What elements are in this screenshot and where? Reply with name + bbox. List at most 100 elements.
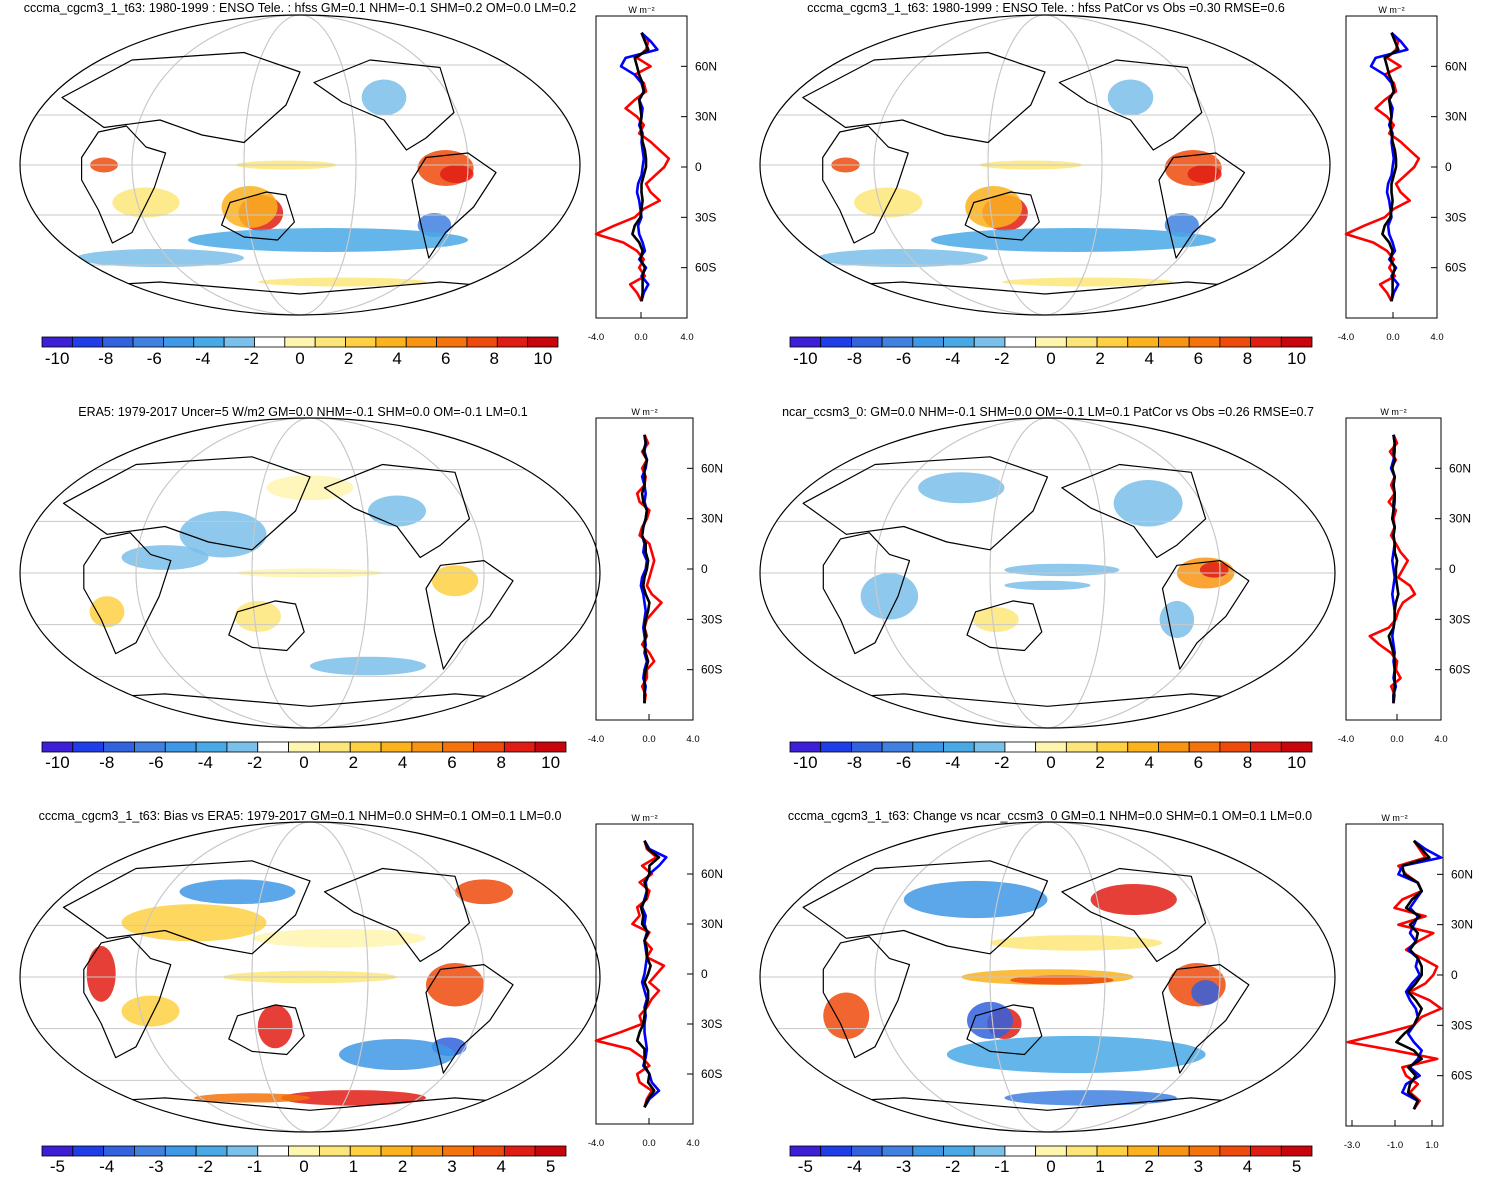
map-area: [20, 418, 600, 728]
panel-3: ERA5: 1979-2017 Uncer=5 W/m2 GM=0.0 NHM=…: [19, 405, 723, 772]
colorbar-label: -8: [847, 753, 862, 772]
colorbar-label: 2: [344, 349, 353, 368]
profile-lat-label: 60N: [1449, 461, 1471, 475]
profile-x-label: 0.0: [634, 332, 647, 343]
anomaly-patch: [179, 511, 267, 558]
colorbar-box: [164, 741, 197, 753]
profile-lat-label: 30S: [1451, 1018, 1472, 1032]
profile-unit: W m⁻²: [1380, 407, 1406, 417]
panel-6: cccma_cgcm3_1_t63: Change vs ncar_ccsm3_…: [759, 809, 1473, 1176]
profile-x-label: 0.0: [1390, 734, 1403, 745]
colorbar-box: [349, 1145, 382, 1157]
map-border: [19, 14, 581, 316]
colorbar-label: 4: [497, 1157, 506, 1176]
colorbar-label: -4: [99, 1157, 114, 1176]
colorbar-box: [257, 1145, 289, 1157]
colorbar-label: 4: [1145, 349, 1154, 368]
colorbar-label: -4: [847, 1157, 862, 1176]
profile-lat-label: 60S: [701, 1067, 722, 1081]
profile-x-label: -4.0: [588, 1138, 604, 1149]
anomaly-patch: [221, 186, 278, 228]
profile-x-label: 4.0: [680, 332, 693, 343]
coastline-australia: [966, 600, 1043, 652]
anomaly-patch: [252, 928, 426, 948]
coastline-eurasia: [61, 51, 301, 144]
colorbar-box: [881, 336, 914, 348]
colorbar: -10 -8 -6 -4 -2 0 2 4 6 8 10: [789, 741, 1313, 772]
profile-unit: W m⁻²: [631, 407, 657, 417]
profile-x-label: -4.0: [1338, 332, 1354, 343]
colorbar-label: -2: [244, 349, 259, 368]
colorbar-box: [223, 336, 255, 348]
profile-x-label: 0.0: [1386, 332, 1399, 343]
colorbar-label: 2: [1145, 1157, 1154, 1176]
anomaly-patch: [990, 935, 1163, 951]
coastline-eurasia: [802, 860, 1049, 955]
colorbar-label: -2: [198, 1157, 213, 1176]
meridian-line: [873, 15, 1217, 315]
map-area: [20, 15, 580, 315]
colorbar-box: [851, 336, 883, 348]
coastline-samerica: [425, 559, 514, 670]
coastline-australia: [228, 600, 305, 652]
profile-lat-label: 60N: [1445, 59, 1467, 73]
map-area: [20, 822, 600, 1132]
colorbar-box: [1188, 336, 1221, 348]
colorbar-box: [1280, 1145, 1313, 1157]
panel-title: cccma_cgcm3_1_t63: 1980-1999 : ENSO Tele…: [24, 1, 577, 15]
profile-lat-label: 30N: [695, 110, 717, 124]
profile-lat-label: 0: [1449, 562, 1456, 576]
colorbar-box: [973, 336, 1006, 348]
profile-lat-label: 60S: [695, 261, 716, 275]
profile-curve-all: [640, 434, 651, 704]
profile-lat-label: 60S: [1451, 1069, 1472, 1083]
map-border: [759, 14, 1331, 316]
colorbar-box: [195, 741, 228, 753]
anomaly-patch: [1010, 975, 1114, 985]
colorbar: -5 -4 -3 -2 -1 0 1 2 3 4 5: [789, 1145, 1313, 1176]
anomaly-patch: [1002, 277, 1174, 287]
zonal-profile: W m⁻² 60N 30N 0 30S 60S -4.0 0.0 4.0: [588, 5, 717, 343]
meridian-line: [135, 418, 485, 728]
colorbar-box: [375, 336, 407, 348]
anomaly-patch: [112, 187, 180, 218]
colorbar: -5 -4 -3 -2 -1 0 1 2 3 4 5: [41, 1145, 567, 1176]
colorbar-box: [1065, 741, 1098, 753]
colorbar-box: [943, 1145, 975, 1157]
anomaly-patch: [946, 1035, 1206, 1074]
anomaly-patch: [1107, 79, 1154, 116]
panel-5: cccma_cgcm3_1_t63: Bias vs ERA5: 1979-20…: [19, 809, 723, 1176]
profile-x-label: -1.0: [1387, 1140, 1403, 1151]
coastline-namerica: [1058, 59, 1203, 151]
anomaly-patch: [1159, 600, 1195, 639]
colorbar-box: [103, 741, 135, 753]
colorbar-box: [436, 336, 468, 348]
colorbar-box: [912, 741, 944, 753]
profile-lat-label: 60S: [1449, 663, 1470, 677]
zonal-profile: W m⁻² 60N 30N 0 30S 60S -4.0 0.0 4.0: [588, 407, 723, 745]
colorbar-box: [912, 1145, 944, 1157]
colorbar-box: [257, 741, 289, 753]
anomaly-patch: [258, 277, 426, 287]
colorbar-label: -4: [945, 753, 960, 772]
colorbar-box: [1096, 336, 1129, 348]
profile-lat-label: 60N: [701, 867, 723, 881]
coastline-africa: [822, 125, 909, 244]
colorbar-box: [41, 1145, 74, 1157]
colorbar-label: 2: [1095, 753, 1104, 772]
anomaly-patch: [431, 565, 479, 597]
colorbar-label: 10: [1287, 753, 1306, 772]
colorbar-label: 8: [1243, 753, 1252, 772]
coastline-africa: [83, 532, 172, 655]
panel-2: cccma_cgcm3_1_t63: 1980-1999 : ENSO Tele…: [759, 1, 1467, 368]
meridian-line: [135, 822, 485, 1132]
colorbar-label: 1: [349, 1157, 358, 1176]
colorbar-label: -6: [148, 753, 163, 772]
profile-lat-label: 30S: [1445, 210, 1466, 224]
anomaly-patch: [426, 963, 484, 1007]
colorbar-label: 6: [1194, 349, 1203, 368]
profile-lat-label: 30S: [695, 210, 716, 224]
colorbar-box: [1219, 741, 1251, 753]
colorbar-label: 0: [1046, 1157, 1055, 1176]
colorbar-box: [1035, 1145, 1067, 1157]
